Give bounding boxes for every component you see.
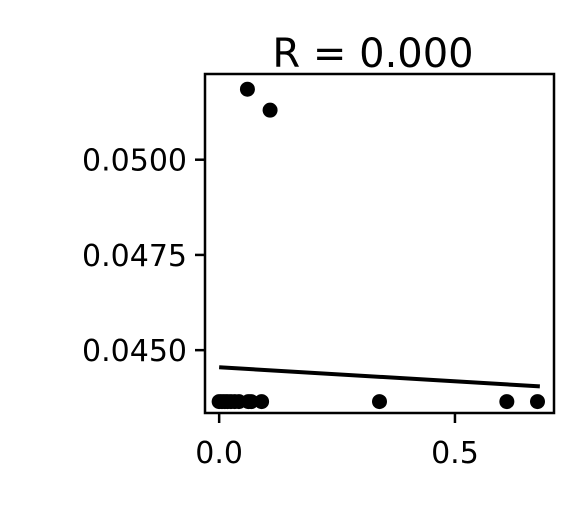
data-point xyxy=(372,394,387,410)
regression-line xyxy=(219,365,540,389)
data-point xyxy=(529,394,545,410)
y-tick-label: 0.0500 xyxy=(82,144,187,179)
x-tick-label: 0.0 xyxy=(195,436,243,471)
data-point xyxy=(239,81,255,97)
data-point xyxy=(262,102,278,118)
y-tick-label: 0.0475 xyxy=(82,239,187,274)
chart-title: R = 0.000 xyxy=(272,31,473,77)
data-point xyxy=(243,394,259,410)
plot-area-frame xyxy=(203,72,556,415)
data-point xyxy=(254,394,270,410)
x-axis: 0.0 0.5 xyxy=(195,413,479,471)
x-tick-label: 0.5 xyxy=(431,436,479,471)
y-tick-label: 0.0450 xyxy=(82,334,187,369)
data-point xyxy=(499,394,515,410)
y-axis: 0.0450 0.0475 0.0500 xyxy=(82,144,205,369)
data-points xyxy=(211,81,545,410)
trend-line-layer xyxy=(219,365,540,389)
